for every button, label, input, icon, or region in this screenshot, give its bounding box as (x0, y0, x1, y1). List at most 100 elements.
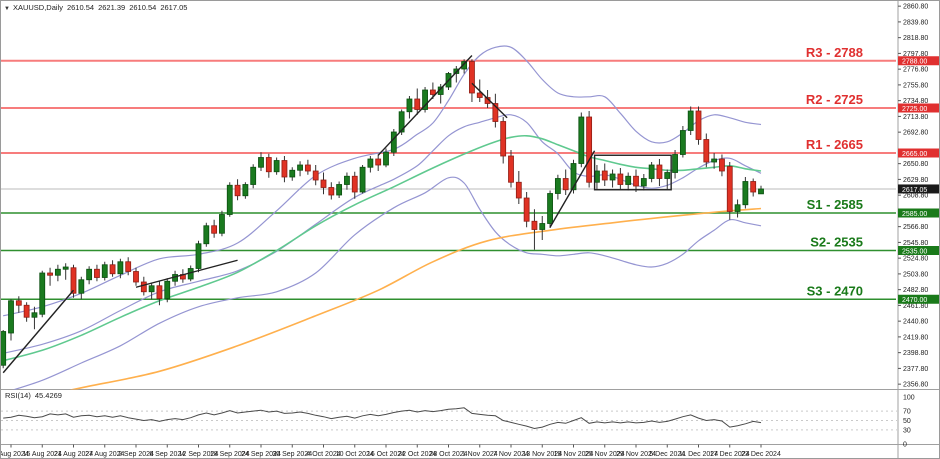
axis-price-box-2535.00: 2535.00 (898, 246, 939, 255)
rsi-indicator-label: RSI(14) 45.4269 (5, 391, 66, 400)
price-tick: 2608.80 (903, 193, 928, 200)
candle-70 (547, 190, 553, 228)
trendline-1[interactable] (2, 289, 75, 374)
rsi-scale-tick: 50 (903, 418, 911, 425)
candle-78 (609, 169, 616, 188)
candle-0 (1, 330, 7, 369)
price-tick: 2755.80 (903, 82, 928, 89)
candle-82 (640, 174, 647, 191)
price-axis[interactable]: 2860.80 2839.80 2818.80 2797.80 2776.80 2755.… (898, 4, 940, 389)
candle-96 (750, 178, 757, 197)
price-tick: 2524.80 (903, 256, 928, 263)
trendline-3[interactable] (377, 55, 473, 156)
date-tick: 30 Sep 2024 (272, 451, 312, 458)
candle-7 (54, 264, 61, 282)
candle-34 (265, 153, 272, 178)
candle-38 (297, 161, 303, 177)
rsi-pane[interactable]: 100 70 50 30 0 (1, 395, 915, 449)
date-tick: 17 Dec 2024 (710, 451, 750, 458)
candle-50 (390, 129, 397, 156)
price-tick: 2461.80 (903, 303, 928, 310)
candle-17 (133, 267, 139, 286)
candle-64 (500, 117, 507, 164)
candle-77 (601, 163, 608, 186)
price-tick: 2419.80 (903, 334, 928, 341)
level-label-r1: R1 - 2665 (806, 137, 863, 152)
date-tick: 15 Aug 2024 (23, 451, 62, 458)
ohlc-low: 2610.54 (129, 3, 157, 12)
candle-18 (140, 276, 147, 296)
candle-53 (414, 88, 421, 115)
candle-74 (578, 112, 585, 168)
candle-14 (109, 260, 116, 277)
date-tick: 23 Dec 2024 (741, 451, 781, 458)
date-tick: 11 Dec 2024 (679, 451, 718, 458)
ohlc-high: 2621.39 (98, 3, 126, 12)
axis-price-box-2665.00: 2665.00 (898, 148, 939, 158)
date-tick: 16 Oct 2024 (367, 451, 405, 458)
candle-89 (695, 106, 702, 145)
date-tick: 1 Nov 2024 (462, 451, 498, 458)
candle-87 (679, 126, 686, 158)
candle-11 (86, 266, 93, 285)
level-label-r3: R3 - 2788 (806, 45, 863, 60)
level-label-s1: S1 - 2585 (807, 197, 863, 212)
candle-75 (586, 111, 593, 188)
price-tick: 2566.80 (903, 224, 928, 231)
date-tick: 29 Nov 2024 (616, 451, 656, 458)
trendline-5[interactable] (549, 150, 596, 228)
axis-price-box-2788.00: 2788.00 (898, 56, 939, 66)
candle-71 (554, 174, 561, 200)
chart-title: ▼ XAUUSD,Daily 2610.54 2621.39 2610.54 2617.0… (4, 3, 191, 12)
candle-15 (117, 258, 124, 279)
candle-1 (8, 299, 14, 341)
candle-60 (469, 59, 475, 102)
candle-30 (234, 179, 241, 201)
svg-text:2470.00: 2470.00 (902, 297, 927, 304)
price-tick: 2776.80 (903, 67, 928, 74)
rsi-scale-tick: 0 (903, 442, 907, 449)
trendline-4[interactable] (471, 82, 508, 119)
candle-67 (523, 192, 530, 228)
level-labels: R3 - 2788 R2 - 2725 R1 - 2665 S1 - 2585 S2- … (806, 45, 863, 299)
candle-83 (648, 162, 655, 183)
candle-3 (23, 302, 30, 322)
candle-80 (625, 172, 632, 191)
candle-6 (47, 267, 53, 286)
candle-19 (148, 282, 155, 300)
date-tick: 24 Sep 2024 (241, 451, 281, 458)
axis-price-box-2725.00: 2725.00 (898, 103, 939, 113)
svg-text:2788.00: 2788.00 (902, 59, 927, 66)
candle-81 (633, 169, 639, 192)
indicator-overlays (2, 45, 762, 390)
candle-5 (39, 270, 46, 318)
axis-price-box-2470.00: 2470.00 (898, 294, 939, 304)
candle-48 (375, 154, 382, 171)
candle-63 (492, 93, 499, 128)
price-tick: 2482.80 (903, 287, 928, 294)
candle-25 (195, 240, 202, 273)
trendline-2[interactable] (135, 259, 238, 288)
candle-84 (656, 159, 663, 186)
current-price-box: 2617.05 (898, 184, 939, 194)
chart-symbol-timeframe: XAUUSD,Daily (12, 3, 63, 12)
candle-36 (281, 156, 288, 183)
date-tick: 27 Aug 2024 (85, 451, 124, 458)
candle-4 (31, 306, 38, 330)
consolidation-range-box[interactable] (593, 154, 672, 191)
rsi-value: 45.4269 (34, 391, 62, 400)
candle-23 (179, 269, 186, 283)
candle-91 (711, 153, 718, 169)
candle-46 (359, 165, 366, 194)
price-tick: 2839.80 (903, 19, 928, 26)
date-tick: 28 Oct 2024 (429, 451, 467, 458)
candle-73 (570, 159, 577, 194)
candle-12 (94, 264, 100, 282)
price-tick: 2818.80 (903, 35, 928, 42)
price-tick: 2860.80 (903, 4, 928, 11)
candle-10 (78, 276, 85, 300)
candle-92 (719, 154, 725, 177)
